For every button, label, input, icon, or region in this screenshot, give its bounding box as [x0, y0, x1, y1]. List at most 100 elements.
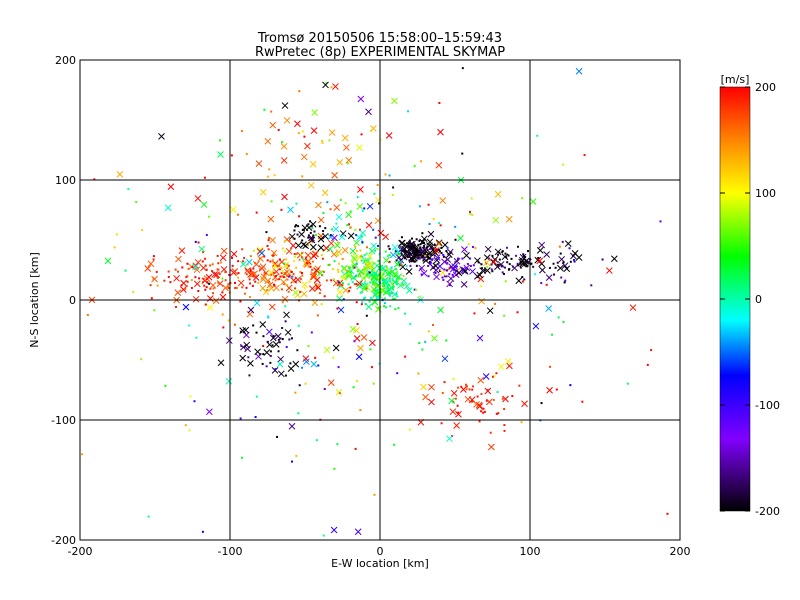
data-point-x [315, 201, 322, 209]
data-point-dot [440, 247, 443, 250]
data-point-dot [510, 257, 513, 260]
data-point-dot [429, 257, 432, 260]
data-point-dot [408, 428, 411, 431]
data-point-x [370, 242, 378, 250]
data-point-dot [410, 260, 413, 263]
data-point-dot [280, 288, 283, 291]
data-point-x [253, 299, 261, 307]
data-point-x [192, 263, 199, 271]
data-point-dot [296, 233, 299, 236]
data-point-dot [227, 283, 230, 286]
data-point-x [288, 422, 296, 430]
data-point-dot [503, 424, 506, 427]
data-point-dot [518, 384, 521, 387]
data-point-dot [93, 178, 96, 181]
data-point-x [341, 134, 349, 142]
data-point-dot [414, 251, 417, 254]
data-point-dot [360, 259, 363, 262]
data-point-x [220, 247, 228, 255]
data-point-dot [306, 262, 309, 265]
data-point-dot [323, 295, 326, 298]
data-point-dot [186, 275, 189, 278]
data-point-x [323, 244, 330, 252]
data-point-x [270, 249, 278, 257]
data-point-dot [295, 266, 298, 269]
data-point-dot [333, 260, 336, 263]
data-point-dot [545, 283, 548, 286]
data-point-dot [282, 283, 285, 286]
data-point-dot [411, 259, 414, 262]
data-point-dot [470, 197, 473, 200]
data-point-x [405, 287, 413, 294]
data-point-dot [387, 287, 390, 290]
data-point-dot [491, 270, 494, 273]
data-point-dot [127, 188, 130, 191]
data-point-dot [217, 281, 220, 284]
data-point-x [264, 137, 272, 145]
data-point-dot [187, 267, 190, 270]
data-point-x [349, 247, 357, 255]
data-point-dot [321, 257, 324, 260]
data-point-x [330, 250, 338, 258]
data-point-x [317, 235, 325, 243]
data-point-dot [420, 273, 423, 276]
data-point-dot [186, 280, 189, 283]
data-point-x [116, 171, 124, 178]
data-point-dot [498, 251, 501, 254]
data-point-x [356, 280, 363, 287]
data-point-dot [355, 249, 358, 252]
data-point-dot [335, 222, 338, 225]
data-point-dot [388, 247, 391, 250]
data-point-x [335, 213, 343, 221]
data-point-dot [274, 274, 277, 277]
data-point-x [403, 282, 411, 290]
data-point-dot [448, 272, 451, 275]
data-point-dot [286, 284, 289, 287]
data-point-dot [382, 282, 385, 285]
data-point-dot [400, 263, 403, 266]
data-point-dot [556, 261, 559, 264]
data-point-x [436, 262, 444, 270]
data-point-dot [135, 200, 138, 203]
data-point-dot [391, 298, 394, 301]
data-point-dot [359, 291, 362, 294]
x-tick-label: 0 [377, 545, 384, 558]
data-point-dot [320, 254, 323, 257]
data-point-dot [368, 273, 371, 276]
data-point-dot [167, 276, 170, 279]
data-point-dot [452, 377, 455, 380]
data-point-dot [423, 246, 426, 249]
data-point-dot [442, 278, 445, 281]
data-point-dot [419, 246, 422, 249]
data-point-x [322, 81, 329, 89]
data-point-dot [235, 286, 238, 289]
data-point-dot [212, 287, 215, 290]
data-point-dot [468, 388, 471, 391]
data-point-dot [418, 205, 421, 208]
data-point-dot [233, 281, 236, 284]
data-point-dot [408, 239, 411, 242]
data-point-x [321, 189, 329, 197]
data-point-dot [336, 241, 339, 244]
data-point-dot [467, 243, 470, 246]
data-point-dot [560, 276, 563, 279]
data-point-dot [377, 244, 380, 247]
data-point-dot [280, 272, 283, 275]
data-point-dot [298, 90, 301, 93]
data-point-dot [243, 292, 246, 295]
data-point-dot [341, 282, 344, 285]
data-point-dot [357, 274, 360, 277]
data-point-dot [396, 295, 399, 298]
data-point-x [543, 251, 551, 258]
data-point-dot [268, 237, 271, 240]
data-point-dot [221, 291, 224, 294]
data-point-dot [403, 312, 406, 315]
data-point-dot [457, 411, 460, 414]
data-point-x [276, 360, 284, 368]
data-point-x [469, 268, 476, 275]
data-point-x [515, 277, 523, 285]
data-point-x [389, 251, 397, 259]
data-point-x [175, 255, 182, 263]
data-point-x [538, 241, 546, 249]
data-point-x [477, 275, 485, 283]
